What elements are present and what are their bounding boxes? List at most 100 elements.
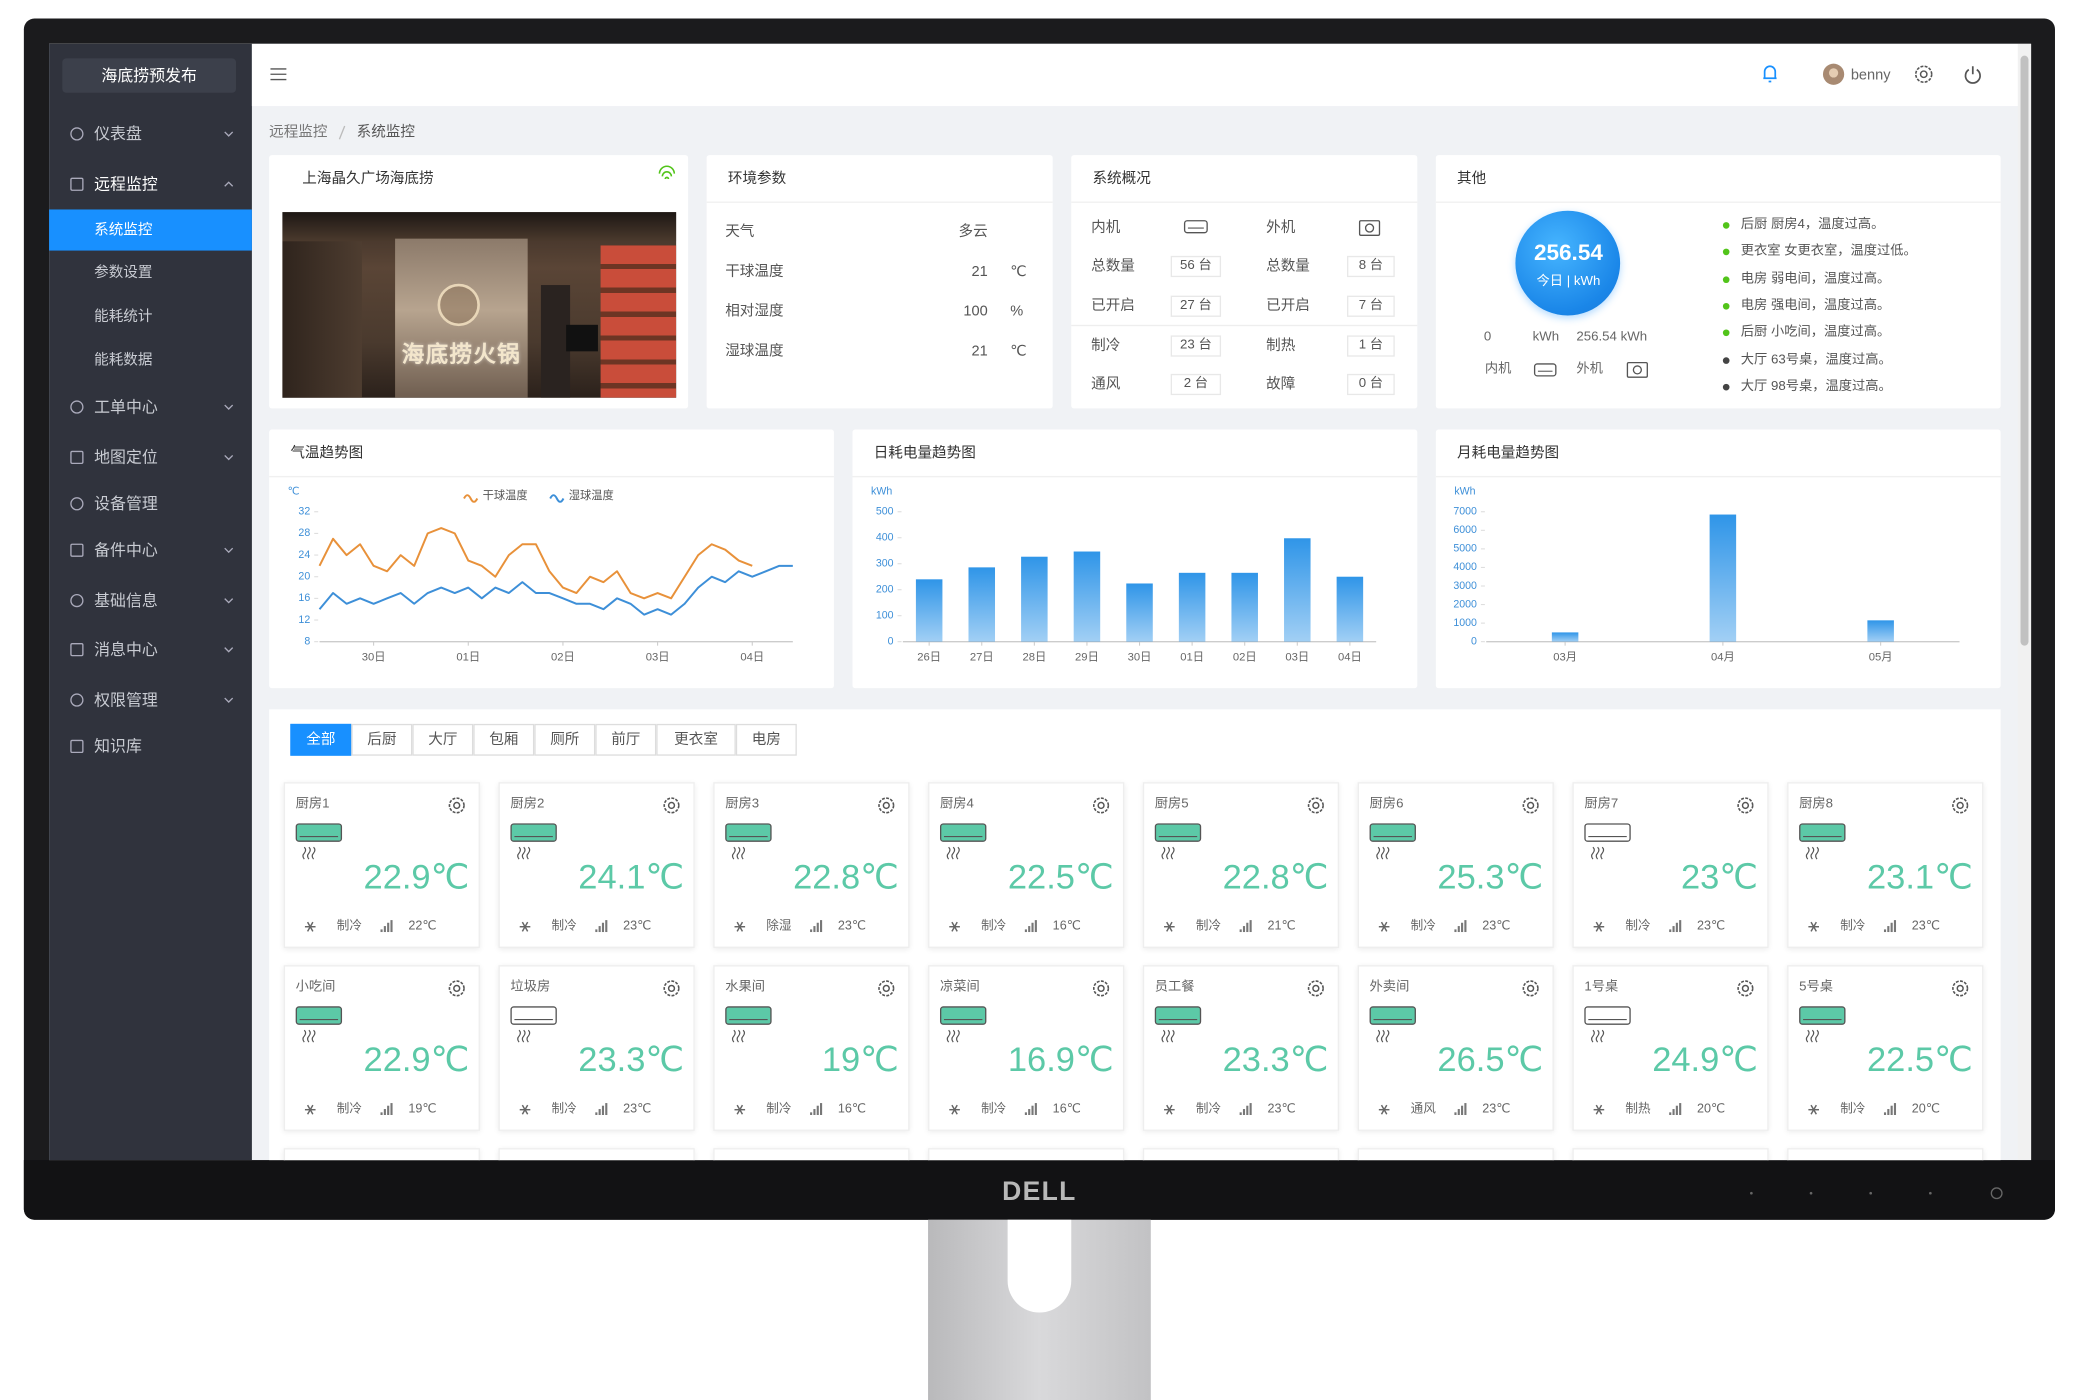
fan-waves bbox=[1376, 846, 1390, 860]
wave bbox=[311, 846, 316, 860]
tab[interactable]: 后厨 bbox=[351, 723, 413, 756]
unit-settings[interactable] bbox=[1092, 796, 1109, 813]
unit-card[interactable] bbox=[498, 965, 695, 1131]
logout-button[interactable] bbox=[1964, 65, 1983, 84]
tab[interactable]: 包厢 bbox=[473, 723, 535, 756]
unit-card[interactable] bbox=[283, 965, 480, 1131]
unit-card[interactable] bbox=[928, 965, 1125, 1131]
menu-item[interactable]: 远程监控 bbox=[94, 175, 158, 194]
unit-card[interactable] bbox=[713, 965, 910, 1131]
submenu-item[interactable]: 能耗统计 bbox=[94, 308, 153, 325]
scrollbar-thumb bbox=[2020, 55, 2029, 646]
signal-bar bbox=[598, 1109, 601, 1115]
overview-label: 故障 bbox=[1266, 376, 1296, 393]
unit-temperature: 22.5℃ bbox=[1007, 856, 1114, 897]
unit-card[interactable] bbox=[1142, 782, 1340, 948]
unit-settings[interactable] bbox=[1951, 796, 1968, 813]
menu-item[interactable]: 仪表盘 bbox=[94, 124, 142, 144]
fan-waves bbox=[946, 846, 960, 860]
y-tick-label: 8 bbox=[304, 635, 310, 647]
ac-icon bbox=[1154, 1006, 1202, 1025]
overview-value: 0 台 bbox=[1347, 373, 1395, 396]
tab[interactable]: 厕所 bbox=[534, 723, 596, 756]
alert-dot bbox=[1722, 248, 1730, 256]
env-value: 21 bbox=[971, 343, 988, 360]
unit-settings[interactable] bbox=[1736, 796, 1753, 813]
signal-bar bbox=[1672, 926, 1675, 933]
signal-bar bbox=[1242, 926, 1246, 933]
unit-settings[interactable] bbox=[447, 979, 465, 996]
tab[interactable]: 电房 bbox=[735, 723, 797, 756]
unit-card[interactable] bbox=[283, 782, 480, 948]
menu-item[interactable]: 设备管理 bbox=[94, 494, 158, 514]
signal-bar bbox=[1883, 1112, 1887, 1115]
x-tick-label: 02日 bbox=[551, 652, 575, 664]
unit-card[interactable] bbox=[1787, 782, 1984, 948]
menu-item[interactable]: 权限管理 bbox=[94, 690, 158, 710]
alert-text: 后厨 小吃间，温度过高。 bbox=[1740, 325, 1891, 340]
menu-item[interactable]: 工单中心 bbox=[94, 397, 158, 417]
tab[interactable]: 前厅 bbox=[595, 723, 657, 756]
unit-card[interactable] bbox=[928, 782, 1125, 948]
unit-fan bbox=[1632, 365, 1643, 375]
unit-settings[interactable] bbox=[877, 979, 894, 996]
submenu-item[interactable]: 系统监控 bbox=[94, 222, 153, 239]
mode-icon bbox=[949, 1104, 960, 1115]
tab[interactable]: 全部 bbox=[290, 723, 352, 756]
unit-card[interactable] bbox=[1142, 965, 1340, 1131]
tab[interactable]: 更衣室 bbox=[656, 723, 736, 756]
mode-icon bbox=[1378, 921, 1390, 932]
menu-item[interactable]: 知识库 bbox=[94, 737, 142, 756]
env-value: 21 bbox=[971, 263, 988, 280]
unit-mode: 制冷 bbox=[551, 1101, 577, 1117]
unit-card[interactable] bbox=[498, 782, 695, 948]
fan-waves bbox=[1805, 1029, 1819, 1043]
signal-icon bbox=[1883, 920, 1897, 933]
unit-settings[interactable] bbox=[877, 796, 894, 813]
unit-settings[interactable] bbox=[1951, 979, 1968, 996]
signal-bar bbox=[810, 1112, 813, 1115]
unit-card[interactable] bbox=[1357, 782, 1554, 948]
avatar[interactable] bbox=[1822, 63, 1845, 85]
menu-item[interactable]: 备件中心 bbox=[94, 540, 158, 560]
signal-icon bbox=[1669, 1103, 1682, 1115]
signal-bar bbox=[595, 1112, 598, 1115]
unit-settings[interactable] bbox=[662, 979, 679, 996]
unit-settings[interactable] bbox=[1307, 979, 1324, 996]
notification-bell[interactable] bbox=[1762, 64, 1778, 84]
breadcrumb-item[interactable]: 远程监控 bbox=[269, 124, 328, 141]
unit-card[interactable] bbox=[713, 782, 910, 948]
unit-card[interactable] bbox=[1572, 965, 1769, 1131]
unit-settings[interactable] bbox=[1521, 979, 1539, 996]
signal-bar bbox=[1242, 1109, 1246, 1115]
unit-card[interactable] bbox=[1787, 965, 1984, 1131]
overview-label: 已开启 bbox=[1266, 298, 1310, 315]
signal-icon bbox=[810, 920, 823, 933]
chevron bbox=[224, 404, 234, 410]
unit-settings[interactable] bbox=[1307, 796, 1324, 813]
menu-icon bbox=[70, 450, 84, 465]
unit-settings[interactable] bbox=[447, 796, 465, 813]
settings-button[interactable] bbox=[1914, 65, 1933, 84]
unit-settings[interactable] bbox=[1092, 979, 1109, 996]
user-name[interactable]: benny bbox=[1850, 67, 1891, 84]
unit-settings[interactable] bbox=[1521, 796, 1539, 813]
gear-inner bbox=[881, 801, 890, 809]
env-label: 湿球温度 bbox=[725, 343, 784, 360]
menu-toggle[interactable] bbox=[270, 68, 287, 81]
wave bbox=[306, 1029, 311, 1043]
menu-item[interactable]: 地图定位 bbox=[94, 448, 158, 467]
wave bbox=[946, 846, 951, 860]
menu-item[interactable]: 基础信息 bbox=[94, 591, 158, 610]
unit-card[interactable] bbox=[1572, 782, 1769, 948]
unit-settings[interactable] bbox=[1736, 979, 1753, 996]
submenu-item[interactable]: 能耗数据 bbox=[94, 352, 153, 369]
unit-settings[interactable] bbox=[662, 796, 679, 813]
wave bbox=[951, 1029, 956, 1043]
menu-item[interactable]: 消息中心 bbox=[94, 640, 158, 659]
x-tick-label: 30日 bbox=[1128, 652, 1152, 664]
mode-ray bbox=[1810, 921, 1817, 932]
tab[interactable]: 大厅 bbox=[412, 723, 474, 756]
unit-card[interactable] bbox=[1357, 965, 1554, 1131]
submenu-item[interactable]: 参数设置 bbox=[94, 265, 153, 282]
